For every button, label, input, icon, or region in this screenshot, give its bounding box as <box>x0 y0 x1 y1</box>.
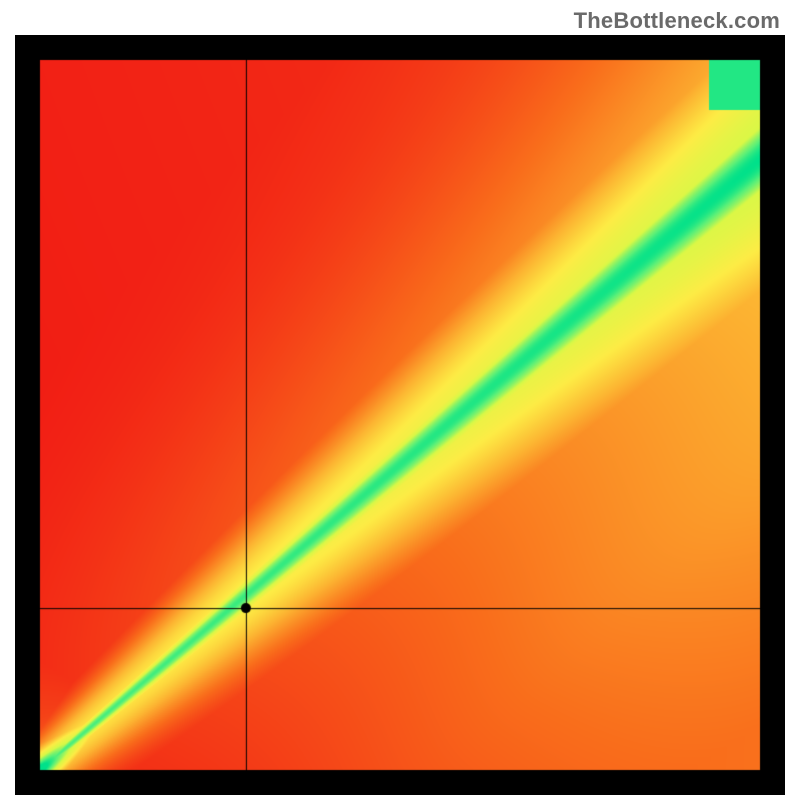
watermark-text: TheBottleneck.com <box>574 8 780 34</box>
heatmap-canvas <box>15 35 785 795</box>
heatmap-plot <box>15 35 785 795</box>
